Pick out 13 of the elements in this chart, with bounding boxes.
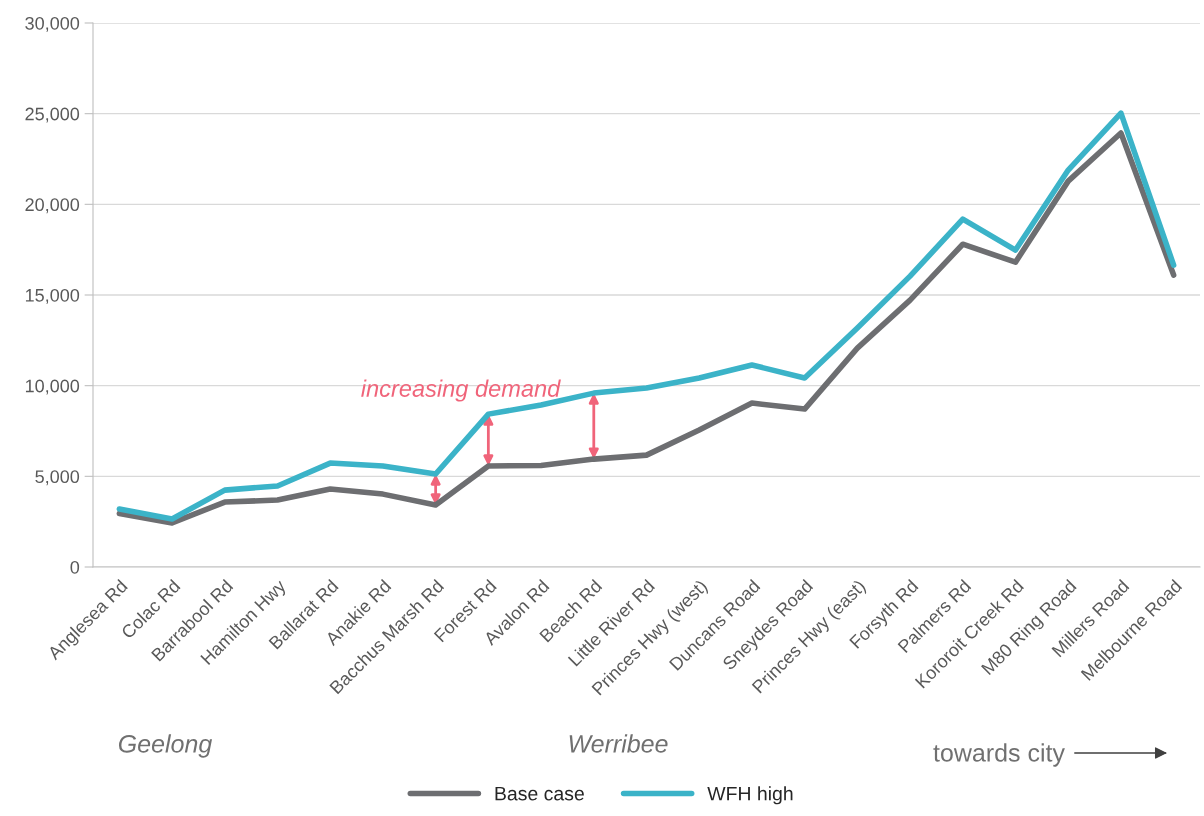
y-tick-label: 0 [70, 560, 80, 574]
y-tick-label: 15,000 [25, 288, 80, 304]
legend-label: Base case [495, 786, 584, 801]
annotation: increasing demand [361, 379, 561, 402]
y-tick-label: 5,000 [35, 470, 80, 486]
y-tick-label: 10,000 [25, 379, 80, 395]
text: Werribee [569, 734, 668, 753]
y-tick-label: 30,000 [25, 16, 80, 32]
y-tick-label: 25,000 [25, 107, 80, 123]
text: towards city [933, 743, 1065, 767]
legend-label: WFH high [707, 786, 793, 805]
y-tick-label: 20,000 [25, 198, 80, 214]
text: Geelong [118, 734, 213, 758]
